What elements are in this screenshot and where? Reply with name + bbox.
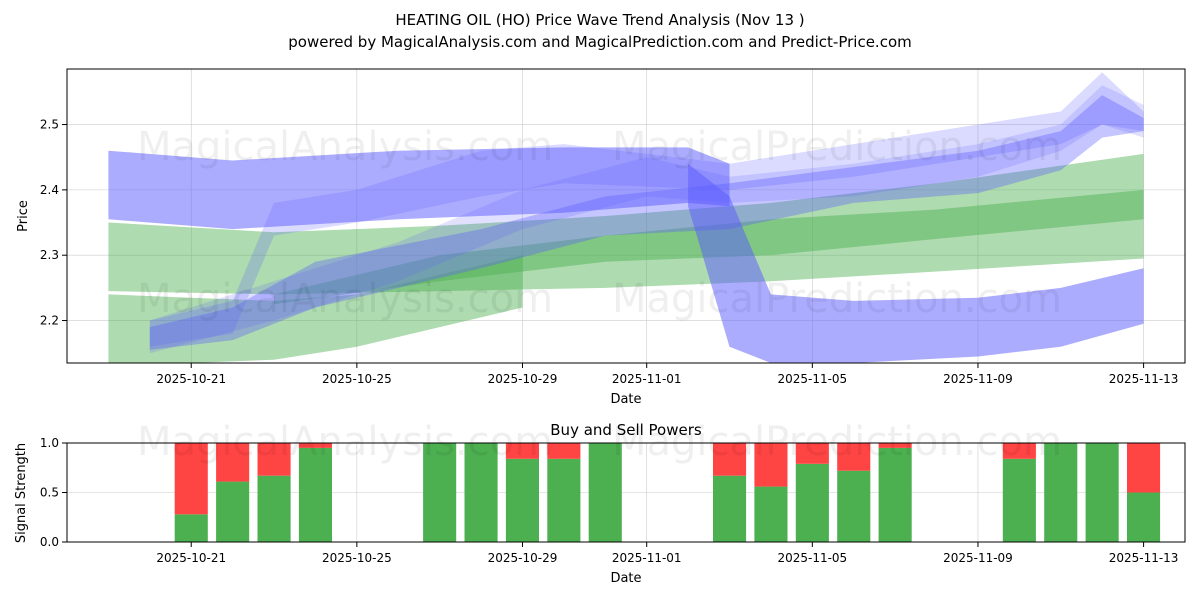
buy-bar bbox=[878, 447, 912, 542]
buy-bar bbox=[1085, 443, 1119, 542]
watermark-top-left: MagicalAnalysis.com bbox=[137, 124, 553, 170]
buy-bar bbox=[795, 463, 829, 542]
main-x-tick-label: 2025-11-05 bbox=[777, 372, 847, 386]
main-x-tick-label: 2025-11-09 bbox=[943, 372, 1013, 386]
power-bars bbox=[174, 443, 1161, 542]
buy-bar bbox=[713, 475, 747, 542]
band-blue-forecast-band bbox=[149, 95, 1144, 350]
main-x-axis-label: Date bbox=[610, 392, 641, 407]
sell-bar bbox=[216, 443, 250, 482]
main-y-tick-label: 2.2 bbox=[40, 314, 59, 328]
power-watermarks: MagicalAnalysis.com MagicalPrediction.co… bbox=[137, 419, 1062, 465]
watermark-top-right: MagicalPrediction.com bbox=[612, 124, 1062, 170]
sell-bar bbox=[754, 443, 788, 487]
power-x-tick-label: 2025-10-29 bbox=[488, 551, 558, 565]
sell-bar bbox=[795, 443, 829, 464]
main-y-ticks: 2.2 2.3 2.4 2.5 bbox=[40, 118, 67, 328]
main-x-tick-label: 2025-11-13 bbox=[1109, 372, 1179, 386]
power-y-tick-label: 1.0 bbox=[40, 436, 59, 450]
main-x-tick-label: 2025-11-01 bbox=[612, 372, 682, 386]
main-plot-frame bbox=[66, 68, 1186, 364]
power-y-axis-label: Signal Strength bbox=[14, 443, 29, 543]
buy-bar bbox=[505, 458, 539, 542]
power-x-tick-label: 2025-10-25 bbox=[322, 551, 392, 565]
main-y-tick-label: 2.5 bbox=[40, 118, 59, 132]
buy-bar bbox=[464, 443, 498, 542]
sell-bar bbox=[257, 443, 291, 476]
main-y-axis-label: Price bbox=[16, 200, 31, 232]
sell-bar bbox=[505, 443, 539, 459]
main-bands bbox=[108, 72, 1144, 363]
power-chart-title: Buy and Sell Powers bbox=[550, 421, 702, 439]
main-watermarks: MagicalAnalysis.com MagicalPrediction.co… bbox=[137, 124, 1062, 322]
main-y-tick-label: 2.3 bbox=[40, 248, 59, 262]
power-x-ticks: 2025-10-21 2025-10-25 2025-10-29 2025-11-01… bbox=[156, 542, 1178, 565]
buy-bar bbox=[1002, 458, 1036, 542]
band-blue-forecast-band-3 bbox=[149, 85, 1144, 354]
sell-bar bbox=[298, 443, 332, 448]
chart-title: HEATING OIL (HO) Price Wave Trend Analys… bbox=[395, 11, 804, 29]
main-y-tick-label: 2.4 bbox=[40, 183, 59, 197]
power-x-tick-label: 2025-10-21 bbox=[156, 551, 226, 565]
band-green-low-band bbox=[108, 255, 523, 363]
buy-bar bbox=[216, 481, 250, 542]
power-x-tick-label: 2025-11-05 bbox=[777, 551, 847, 565]
power-y-ticks: 0.0 0.5 1.0 bbox=[40, 436, 67, 549]
main-x-tick-label: 2025-10-29 bbox=[488, 372, 558, 386]
buy-bar bbox=[1127, 492, 1161, 542]
buy-bar bbox=[1044, 443, 1078, 542]
sell-bar bbox=[174, 443, 208, 515]
power-x-axis-label: Date bbox=[610, 571, 641, 586]
power-y-tick-label: 0.5 bbox=[40, 486, 59, 500]
buy-bar bbox=[547, 458, 581, 542]
watermark-power-left: MagicalAnalysis.com bbox=[137, 419, 553, 465]
buy-bar bbox=[837, 470, 871, 542]
main-x-tick-label: 2025-10-25 bbox=[322, 372, 392, 386]
band-green-wide-band bbox=[108, 153, 1144, 295]
watermark-power-right: MagicalPrediction.com bbox=[612, 419, 1062, 465]
buy-bar bbox=[257, 475, 291, 542]
band-blue-drop-band bbox=[688, 163, 1144, 363]
power-x-tick-label: 2025-11-01 bbox=[612, 551, 682, 565]
buy-bar bbox=[588, 443, 622, 542]
buy-bar bbox=[754, 486, 788, 542]
sell-bar bbox=[713, 443, 747, 476]
power-x-tick-label: 2025-11-13 bbox=[1109, 551, 1179, 565]
sell-bar bbox=[1002, 443, 1036, 459]
main-x-tick-label: 2025-10-21 bbox=[156, 372, 226, 386]
power-x-tick-label: 2025-11-09 bbox=[943, 551, 1013, 565]
buy-bar bbox=[174, 514, 208, 542]
buy-bar bbox=[423, 443, 457, 542]
chart-subtitle: powered by MagicalAnalysis.com and Magic… bbox=[288, 33, 912, 51]
watermark-mid-right: MagicalPrediction.com bbox=[612, 276, 1062, 322]
sell-bar bbox=[837, 443, 871, 471]
sell-bar bbox=[547, 443, 581, 459]
buy-bar bbox=[298, 447, 332, 542]
band-blue-upper-band bbox=[108, 147, 730, 230]
main-x-ticks: 2025-10-21 2025-10-25 2025-10-29 2025-11-01… bbox=[156, 363, 1178, 386]
watermark-mid-left: MagicalAnalysis.com bbox=[137, 276, 553, 322]
sell-bar bbox=[878, 443, 912, 448]
power-y-tick-label: 0.0 bbox=[40, 535, 59, 549]
sell-bar bbox=[1127, 443, 1161, 493]
band-blue-forecast-band-2 bbox=[149, 72, 1144, 347]
